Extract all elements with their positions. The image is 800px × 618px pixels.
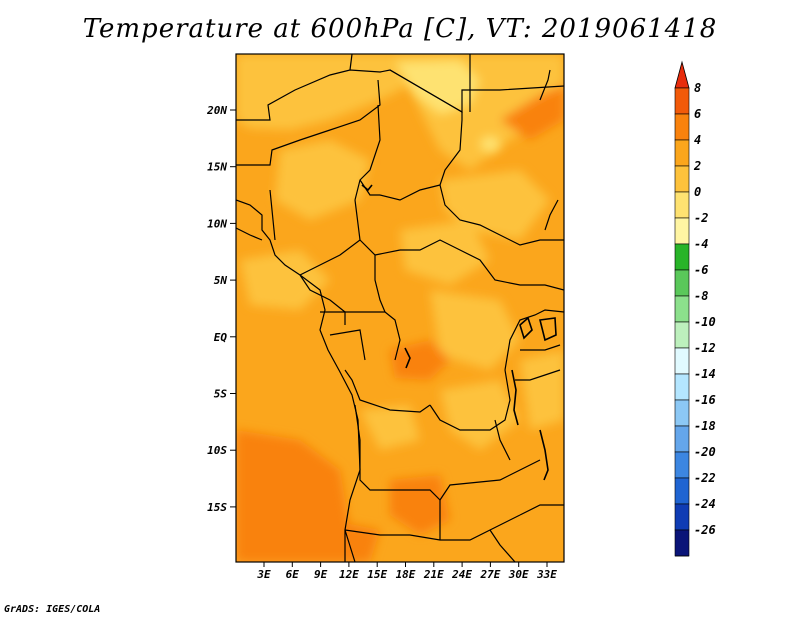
lake-malawi [539,429,549,481]
colorbar-label: -22 [694,471,716,485]
lon-label: 3E [256,568,271,581]
colorbar-label: 2 [693,159,701,173]
lat-label: 15N [207,161,227,174]
lake-tanganyika [511,369,519,426]
colorbar-segment [674,87,690,115]
lon-label: 9E [314,568,328,581]
colorbar-segment [674,347,690,375]
grads-credit: GrADS: IGES/COLA [4,604,101,615]
colorbar-label: -6 [694,263,708,277]
colorbar-max-triangle [674,60,690,89]
colorbar-label: -18 [694,419,716,433]
colorbar-segment [674,321,690,349]
colorbar-label: -16 [694,393,716,407]
zone-namibia-4-6 [330,520,380,562]
zone-congo-0-2 [430,290,520,370]
colorbar: 8 6 4 2 0 -2 -4 -6 -8 -10 -12 -14 -16 -18 -20 -22 -24 -26 [674,60,716,557]
temperature-field [236,54,564,562]
colorbar-segment [674,373,690,401]
zone-sahel-0-2 [275,140,370,220]
colorbar-segment [674,451,690,479]
lat-label: 15S [207,501,227,514]
colorbar-label: -26 [694,523,716,537]
longitude-axis: 3E 6E 9E 12E 15E 18E 21E 24E 27E 30E 33E [256,562,557,581]
zone-sahara-0-2 [236,54,420,130]
zone-kasai-4-6 [390,340,450,380]
colorbar-label: -2 [694,211,708,225]
colorbar-label: 8 [694,81,701,95]
colorbar-segment [674,425,690,453]
colorbar-segment [674,113,690,141]
map-frame [235,53,565,563]
colorbar-label: -8 [694,289,708,303]
colorbar-label: -12 [694,341,716,355]
zone-southwest-4-6 [236,430,350,562]
colorbar-segment [674,477,690,505]
zone-libya-minus2-0 [395,60,480,115]
colorbar-label: -20 [694,445,716,459]
colorbar-segment [674,139,690,167]
colorbar-label: 4 [694,133,701,147]
zone-westcoast-0-2 [240,250,330,310]
lon-label: 18E [396,568,416,581]
colorbar-label: 0 [694,185,701,199]
colorbar-segment [674,191,690,219]
colorbar-segment [674,217,690,245]
colorbar-label: -14 [694,367,716,381]
lake-chad [361,184,373,192]
lon-label: 6E [286,568,300,581]
lon-label: 15E [367,568,387,581]
zone-darfur-minus2-0 [480,136,500,152]
lake-mai-ndombe [404,347,411,369]
lat-label: 10N [207,217,227,230]
lat-label: 5N [214,274,228,287]
lat-label: 10S [207,444,227,457]
lon-label: 12E [339,568,359,581]
lakes [361,184,557,481]
lat-label: 20N [206,104,227,117]
map-title: Temperature at 600hPa [C], VT: 201906141… [82,14,718,44]
zone-angola-0-2 [360,405,420,450]
lake-victoria [539,317,557,342]
lon-label: 21E [423,568,444,581]
colorbar-segment [674,165,690,193]
lon-label: 24E [451,568,472,581]
colorbar-label: -10 [694,315,716,329]
colorbar-label: -24 [694,497,716,511]
colorbar-label: -4 [694,237,708,251]
latitude-axis: 20N 15N 10N 5N EQ 5S 10S 15S [206,104,236,514]
colorbar-segment [674,243,690,271]
lake-albert [519,316,533,340]
lon-label: 27E [479,568,500,581]
colorbar-segment [674,295,690,323]
zone-eastlakes-0-2 [520,350,564,430]
colorbar-segment [674,399,690,427]
colorbar-segment [674,503,690,531]
lon-label: 30E [508,568,529,581]
colorbar-label: 6 [694,107,701,121]
colorbar-segment [674,269,690,297]
lat-label: 5S [214,388,228,401]
zone-redsea-4-6 [500,85,564,140]
zone-katanga-0-2 [440,380,520,450]
lat-label: EQ [214,331,228,344]
lon-label: 33E [536,568,557,581]
colorbar-segment [674,529,690,557]
zone-car-0-2 [400,220,490,285]
country-borders [236,54,564,562]
